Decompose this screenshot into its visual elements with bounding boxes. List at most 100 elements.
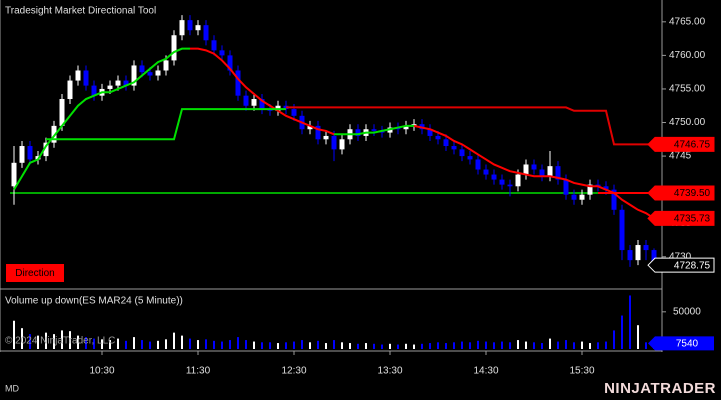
volume-bar xyxy=(421,343,423,349)
volume-bar xyxy=(213,340,215,349)
volume-bar xyxy=(469,342,471,349)
indicator-box xyxy=(6,264,64,282)
volume-bar xyxy=(245,340,247,349)
y-tick-label: 4745 xyxy=(669,151,692,162)
candle-body xyxy=(51,125,57,143)
volume-bar xyxy=(85,337,87,349)
candle-body xyxy=(499,179,505,185)
indicator-label: Direction xyxy=(15,268,54,279)
candle-body xyxy=(179,20,185,36)
volume-bar xyxy=(373,343,375,349)
volume-bar xyxy=(325,343,327,349)
volume-bar xyxy=(477,340,479,349)
candle-body xyxy=(243,95,249,106)
volume-bar xyxy=(349,343,351,349)
volume-bar xyxy=(37,335,39,349)
volume-bar xyxy=(565,340,567,349)
volume-bar xyxy=(501,341,503,349)
price-marker xyxy=(647,257,715,273)
price-marker-label: 4735.73 xyxy=(674,213,711,224)
volume-bar xyxy=(525,341,527,349)
candle-body xyxy=(651,250,657,266)
y-tick-label: 50000 xyxy=(673,306,701,317)
x-tick-label: 10:30 xyxy=(89,366,114,377)
volume-bar xyxy=(549,338,551,349)
candle-body xyxy=(531,164,537,170)
price-marker-label: 4728.75 xyxy=(674,260,711,271)
candle-body xyxy=(75,70,81,81)
volume-bar xyxy=(645,342,647,349)
x-tick-label: 13:30 xyxy=(377,366,402,377)
volume-bar xyxy=(637,325,639,349)
candle-body xyxy=(579,194,585,200)
volume-bar xyxy=(437,342,439,349)
candle-body xyxy=(371,129,377,131)
candle-body xyxy=(515,174,521,187)
volume-bar xyxy=(589,343,591,349)
volume-bar xyxy=(165,339,167,349)
y-tick-label: 4750.00 xyxy=(669,117,706,128)
candle-body xyxy=(459,149,465,157)
price-marker xyxy=(647,210,715,226)
volume-bar xyxy=(597,342,599,349)
volume-bar xyxy=(517,340,519,349)
x-tick-label: 12:30 xyxy=(281,366,306,377)
candle-body xyxy=(291,109,297,116)
volume-bar xyxy=(485,341,487,349)
candle-body xyxy=(227,55,233,71)
volume-bar xyxy=(613,330,615,349)
candle-body xyxy=(403,125,409,130)
plot xyxy=(10,15,658,349)
volume-bar xyxy=(205,339,207,349)
candle-body xyxy=(451,146,457,150)
candle-body xyxy=(83,70,89,86)
y-tick-label: 4755.00 xyxy=(669,84,706,95)
volume-bar xyxy=(429,343,431,349)
indicator-line xyxy=(46,108,286,141)
volume-bar xyxy=(533,342,535,349)
candle-body xyxy=(235,70,241,96)
volume-bar xyxy=(53,334,55,349)
candle-body xyxy=(491,174,497,180)
footer-label: MD xyxy=(5,383,19,393)
candle-body xyxy=(259,99,265,110)
indicator-line xyxy=(286,106,654,146)
x-tick-label: 11:30 xyxy=(186,366,211,377)
volume-bar xyxy=(405,343,407,349)
candle-body xyxy=(547,166,553,177)
candle-body xyxy=(107,85,113,89)
volume-bar xyxy=(317,340,319,349)
volume-bar xyxy=(461,341,463,349)
volume-bar xyxy=(261,342,263,349)
candle-body xyxy=(483,169,489,175)
volume-bar xyxy=(149,341,151,349)
volume-bar xyxy=(557,341,559,349)
candle-body xyxy=(155,70,161,76)
volume-bar xyxy=(445,343,447,349)
y-tick-label: 4760.00 xyxy=(669,50,706,61)
volume-bar xyxy=(629,295,631,349)
volume-bar xyxy=(253,341,255,349)
candle-body xyxy=(507,184,513,187)
volume-bar xyxy=(285,342,287,349)
candle-body xyxy=(163,60,169,71)
candle-body xyxy=(67,80,73,100)
volume-bar xyxy=(45,332,47,349)
candle-body xyxy=(19,146,25,163)
candle-body xyxy=(171,35,177,61)
volume-bar xyxy=(389,343,391,349)
candle-body xyxy=(523,164,529,175)
volume-bar xyxy=(61,330,63,349)
volume-marker xyxy=(648,336,714,351)
volume-bar xyxy=(125,340,127,349)
candle-body xyxy=(435,135,441,140)
volume-bar xyxy=(413,344,415,349)
volume-bar xyxy=(277,343,279,349)
volume-bar xyxy=(109,340,111,349)
copyright: © 2024 NinjaTrader, LLC xyxy=(5,336,115,347)
volume-bar xyxy=(341,342,343,349)
candle-body xyxy=(331,135,337,150)
candle-body xyxy=(219,50,225,56)
volume-bar xyxy=(357,343,359,349)
